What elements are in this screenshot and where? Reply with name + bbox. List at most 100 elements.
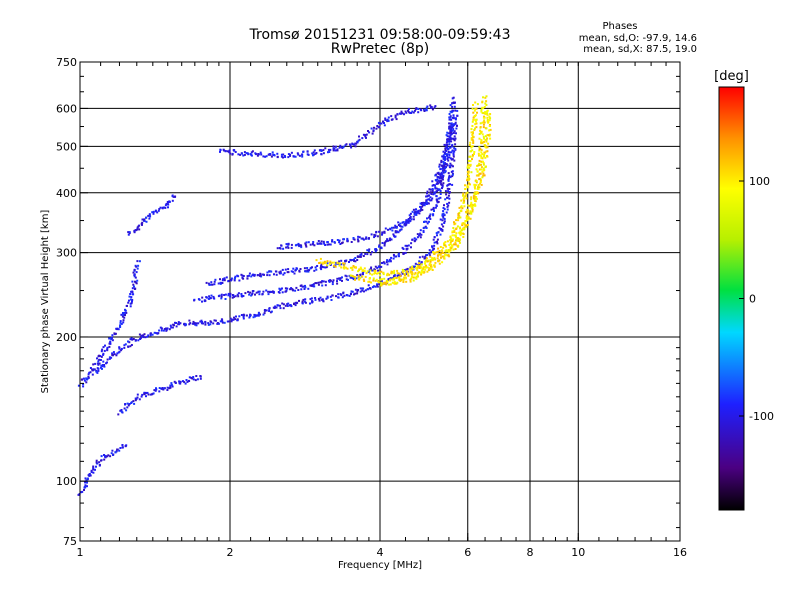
- echo-point: [436, 240, 438, 243]
- colorbar-tick-label: 0: [749, 293, 756, 306]
- echo-point: [454, 118, 457, 121]
- echo-point: [364, 135, 367, 138]
- echo-point: [252, 273, 255, 276]
- echo-point: [98, 354, 101, 357]
- echo-point: [230, 277, 233, 280]
- colorbar-tick-label: -100: [749, 410, 774, 423]
- echo-point: [329, 295, 332, 298]
- echo-point: [227, 292, 230, 295]
- echo-point: [339, 145, 342, 148]
- echo-point: [444, 167, 447, 170]
- echo-point: [437, 176, 440, 179]
- echo-point: [450, 128, 452, 131]
- echo-point: [481, 176, 484, 179]
- echo-point: [454, 243, 457, 246]
- echo-point: [471, 138, 474, 141]
- echo-point: [239, 153, 242, 156]
- echo-point: [108, 356, 111, 359]
- echo-point: [409, 216, 412, 218]
- echo-point: [436, 231, 439, 234]
- echo-point: [235, 315, 237, 318]
- echo-point: [289, 304, 292, 306]
- echo-point: [478, 168, 481, 171]
- echo-point: [469, 217, 472, 220]
- echo-point: [141, 221, 144, 224]
- echo-point: [480, 140, 483, 143]
- echo-point: [470, 131, 473, 134]
- echo-point: [448, 118, 451, 121]
- echo-point: [480, 168, 483, 171]
- echo-point: [426, 260, 429, 263]
- echo-point: [443, 220, 446, 223]
- echo-point: [453, 101, 456, 104]
- echo-point: [374, 250, 377, 253]
- y-tick-label: 500: [56, 140, 77, 153]
- echo-point: [348, 274, 351, 277]
- echo-point: [481, 157, 484, 160]
- echo-point: [393, 273, 396, 276]
- echo-point: [466, 179, 469, 182]
- echo-point: [336, 277, 339, 280]
- echo-point: [474, 123, 477, 126]
- echo-point: [294, 304, 297, 307]
- echo-point: [320, 265, 322, 268]
- echo-point: [252, 316, 255, 319]
- echo-point: [130, 402, 133, 404]
- echo-point: [303, 300, 306, 303]
- echo-point: [474, 120, 477, 123]
- echo-point: [462, 192, 465, 195]
- echo-point: [338, 260, 341, 263]
- echo-point: [445, 146, 448, 149]
- echo-point: [119, 324, 122, 327]
- echo-point: [320, 150, 323, 152]
- echo-point: [470, 203, 472, 206]
- echo-point: [136, 260, 139, 263]
- echo-point: [374, 265, 377, 268]
- echo-point: [317, 281, 320, 284]
- echo-point: [475, 126, 478, 129]
- echo-point: [472, 118, 475, 121]
- echo-point: [478, 146, 481, 149]
- echo-point: [447, 132, 450, 135]
- echo-point: [382, 271, 385, 274]
- echo-point: [475, 118, 478, 121]
- echo-point: [478, 159, 481, 162]
- echo-point: [95, 370, 98, 373]
- echo-point: [433, 247, 435, 250]
- echo-point: [384, 117, 387, 120]
- echo-point: [273, 154, 276, 157]
- echo-point: [273, 307, 276, 309]
- echo-point: [450, 122, 453, 125]
- echo-point: [393, 272, 396, 275]
- echo-point: [228, 151, 231, 154]
- echo-point: [474, 192, 477, 195]
- echo-point: [233, 279, 236, 282]
- echo-point: [100, 455, 103, 458]
- echo-point: [322, 152, 325, 155]
- echo-point: [441, 214, 444, 217]
- echo-point: [279, 288, 282, 291]
- echo-point: [370, 266, 373, 269]
- echo-point: [263, 273, 265, 276]
- echo-point: [425, 201, 428, 204]
- echo-point: [488, 119, 491, 122]
- echo-point: [338, 146, 341, 149]
- echo-point: [208, 295, 211, 298]
- echo-point: [367, 250, 370, 253]
- echo-point: [131, 338, 134, 341]
- echo-point: [376, 266, 379, 269]
- echo-point: [354, 288, 357, 291]
- echo-point: [478, 186, 481, 189]
- echo-point: [364, 252, 367, 255]
- echo-point: [478, 133, 481, 135]
- echo-point: [327, 279, 330, 282]
- echo-point: [471, 120, 474, 123]
- echo-point: [175, 322, 178, 324]
- echo-point: [482, 160, 484, 163]
- echo-point: [209, 297, 212, 300]
- echo-point: [373, 236, 376, 239]
- echo-point: [120, 322, 123, 325]
- echo-point: [337, 296, 340, 299]
- echo-point: [473, 203, 476, 206]
- echo-point: [305, 270, 308, 273]
